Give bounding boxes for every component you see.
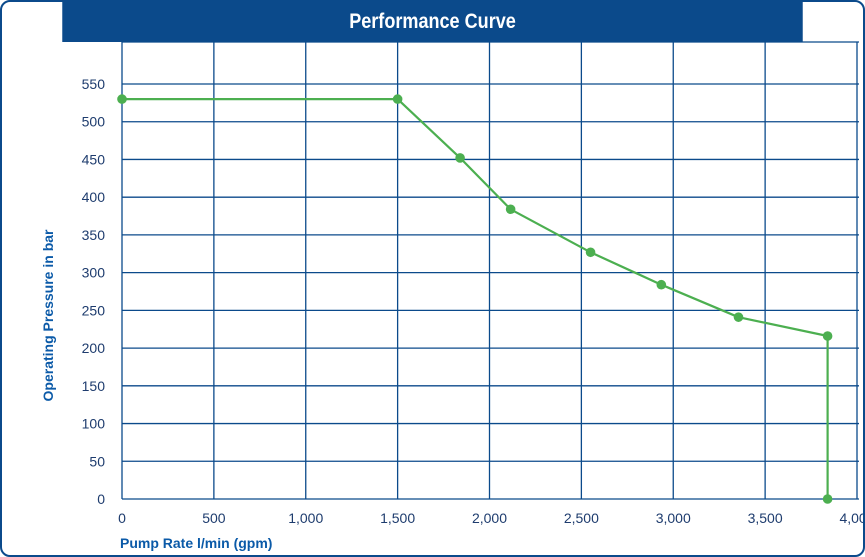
x-tick-label: 1,500 bbox=[380, 510, 415, 526]
y-tick-label: 100 bbox=[82, 416, 106, 432]
data-point bbox=[822, 331, 833, 341]
y-tick-label: 0 bbox=[97, 491, 105, 507]
y-tick-label: 250 bbox=[82, 302, 106, 318]
y-tick-labels: 0 50 100 150 200 250 300 350 400 450 500 550 bbox=[82, 76, 106, 507]
x-tick-label: 0 bbox=[118, 510, 126, 526]
x-tick-label: 1,000 bbox=[288, 510, 323, 526]
grid bbox=[121, 41, 859, 500]
x-tick-label: 3,000 bbox=[656, 510, 691, 526]
y-tick-label: 50 bbox=[89, 453, 105, 469]
y-tick-label: 550 bbox=[82, 76, 106, 92]
chart-title: Performance Curve bbox=[62, 2, 803, 42]
data-point bbox=[822, 494, 833, 504]
data-point bbox=[656, 279, 667, 290]
x-tick-label: 4,000 bbox=[839, 510, 865, 526]
data-point bbox=[455, 153, 465, 163]
data-point bbox=[505, 204, 516, 215]
x-tick-label: 2,500 bbox=[564, 510, 599, 526]
y-axis-label: Operating Pressure in bar bbox=[40, 229, 56, 401]
y-tick-label: 150 bbox=[82, 378, 106, 394]
y-tick-label: 300 bbox=[82, 265, 106, 281]
x-axis-label: Pump Rate l/min (gpm) bbox=[120, 535, 272, 551]
data-point bbox=[585, 247, 596, 258]
x-tick-label: 2,000 bbox=[472, 510, 507, 526]
data-point bbox=[392, 94, 403, 104]
y-tick-label: 400 bbox=[82, 189, 106, 205]
y-tick-label: 350 bbox=[82, 227, 106, 243]
data-points bbox=[117, 94, 833, 504]
x-tick-labels: 0 500 1,000 1,500 2,000 2,500 3,000 3,500 4,000 bbox=[118, 510, 865, 526]
x-tick-label: 500 bbox=[202, 510, 226, 526]
y-tick-label: 500 bbox=[82, 114, 106, 130]
y-tick-label: 450 bbox=[82, 151, 106, 167]
data-point bbox=[117, 94, 127, 104]
y-tick-label: 200 bbox=[82, 340, 106, 356]
data-point bbox=[733, 312, 744, 322]
x-tick-label: 3,500 bbox=[748, 510, 783, 526]
